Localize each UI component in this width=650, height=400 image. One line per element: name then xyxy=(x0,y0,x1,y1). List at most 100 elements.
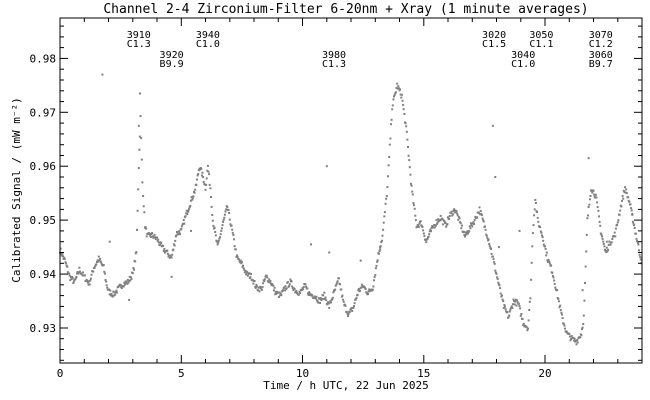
data-point xyxy=(580,334,583,337)
data-point xyxy=(243,268,246,271)
data-point xyxy=(127,281,130,284)
data-point xyxy=(534,202,537,204)
data-point xyxy=(591,191,594,194)
data-point xyxy=(383,215,386,218)
data-point xyxy=(448,217,451,220)
y-tick-label: 0.93 xyxy=(30,322,57,335)
data-point xyxy=(273,289,275,292)
data-point xyxy=(308,291,311,294)
data-point xyxy=(637,243,640,246)
data-point xyxy=(614,235,617,238)
data-point xyxy=(508,314,511,317)
data-point xyxy=(382,228,385,231)
chart-title: Channel 2-4 Zirconium-Filter 6-20nm + Xr… xyxy=(103,2,588,17)
data-point xyxy=(639,258,642,261)
data-point xyxy=(217,239,220,242)
data-point xyxy=(138,148,141,151)
data-point xyxy=(190,196,193,198)
data-point xyxy=(422,232,425,235)
data-point xyxy=(136,228,138,231)
data-point xyxy=(494,176,497,178)
data-point xyxy=(480,214,483,217)
data-point xyxy=(251,279,254,282)
data-point xyxy=(208,183,211,186)
data-point xyxy=(166,249,169,252)
data-point xyxy=(455,210,458,213)
data-point xyxy=(302,288,305,291)
data-point xyxy=(559,309,562,312)
data-point xyxy=(305,285,308,288)
data-point xyxy=(206,169,209,172)
data-point xyxy=(137,188,140,191)
data-point xyxy=(381,234,384,237)
data-point xyxy=(529,297,532,300)
data-point xyxy=(418,222,421,225)
data-point xyxy=(636,241,639,244)
data-point xyxy=(519,314,522,317)
data-point xyxy=(498,284,501,287)
data-point xyxy=(109,289,112,292)
data-point xyxy=(62,255,64,258)
data-point xyxy=(508,310,511,313)
data-point xyxy=(325,165,328,168)
data-point xyxy=(561,313,563,316)
data-point xyxy=(220,229,223,232)
data-point xyxy=(609,243,612,246)
data-point xyxy=(473,223,476,225)
data-point xyxy=(581,328,583,331)
data-point xyxy=(82,271,84,274)
data-point xyxy=(465,233,468,236)
data-point xyxy=(405,130,408,133)
data-point xyxy=(295,290,298,292)
data-point xyxy=(513,300,516,302)
data-point xyxy=(226,206,229,208)
data-point xyxy=(186,210,189,213)
data-point xyxy=(102,264,105,266)
data-point xyxy=(228,218,231,221)
data-point xyxy=(413,204,415,207)
data-point xyxy=(387,175,389,178)
data-point xyxy=(90,273,93,276)
data-point xyxy=(157,238,160,241)
data-point xyxy=(521,318,524,320)
data-point xyxy=(587,214,589,217)
data-point xyxy=(347,313,350,315)
data-point xyxy=(172,248,175,251)
data-point xyxy=(207,170,210,173)
data-point xyxy=(60,254,63,257)
data-point xyxy=(297,293,300,296)
data-point xyxy=(376,259,379,262)
data-point xyxy=(262,282,265,285)
data-point xyxy=(532,224,535,227)
data-point xyxy=(276,290,278,293)
data-point xyxy=(76,272,78,275)
data-point xyxy=(585,250,588,253)
data-point xyxy=(360,286,363,289)
data-point xyxy=(72,280,75,283)
data-point xyxy=(459,222,462,225)
data-point xyxy=(553,279,556,282)
data-point xyxy=(451,213,454,216)
data-point xyxy=(423,234,426,237)
data-point xyxy=(157,241,160,244)
data-point xyxy=(231,231,234,234)
data-point xyxy=(288,283,291,286)
data-point xyxy=(586,217,589,220)
data-point xyxy=(216,240,218,243)
x-tick-label: 20 xyxy=(538,367,551,380)
data-point xyxy=(506,311,509,314)
data-point xyxy=(450,211,452,214)
data-point xyxy=(304,283,307,286)
data-point xyxy=(173,243,175,246)
data-point xyxy=(300,289,303,292)
data-point xyxy=(124,280,127,283)
data-point xyxy=(353,302,356,305)
data-point xyxy=(528,300,531,303)
data-point xyxy=(246,274,249,277)
data-point xyxy=(519,307,522,310)
data-point xyxy=(382,221,385,224)
data-point xyxy=(616,223,619,226)
